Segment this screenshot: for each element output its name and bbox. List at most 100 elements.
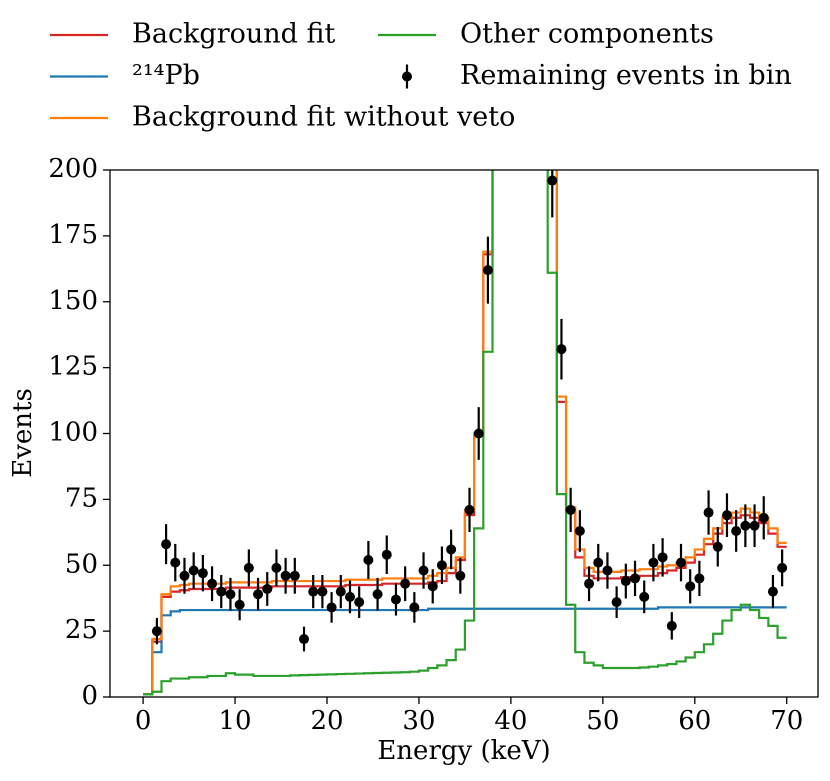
point-marker bbox=[436, 560, 447, 571]
point-marker bbox=[767, 586, 778, 597]
point-marker bbox=[372, 589, 383, 600]
point-marker bbox=[482, 265, 493, 276]
point-marker bbox=[344, 591, 355, 602]
data-point bbox=[749, 504, 760, 548]
point-marker bbox=[280, 570, 291, 581]
y-axis-label: Events bbox=[8, 388, 38, 478]
x-tick-label: 0 bbox=[135, 706, 152, 736]
data-point bbox=[685, 569, 696, 604]
point-marker bbox=[207, 578, 218, 589]
point-marker bbox=[308, 586, 319, 597]
point-marker bbox=[712, 541, 723, 552]
point-marker bbox=[675, 557, 686, 568]
y-tick-label: 200 bbox=[48, 154, 98, 184]
step-line bbox=[143, 606, 787, 696]
point-marker bbox=[703, 507, 714, 518]
data-point bbox=[473, 407, 484, 460]
data-point bbox=[253, 577, 264, 611]
point-marker bbox=[584, 578, 595, 589]
x-tick-label: 40 bbox=[494, 706, 527, 736]
x-tick-label: 50 bbox=[586, 706, 619, 736]
point-marker bbox=[777, 562, 788, 573]
point-marker bbox=[317, 586, 328, 597]
point-marker bbox=[418, 565, 429, 576]
point-marker bbox=[161, 539, 172, 550]
data-point bbox=[381, 535, 392, 574]
data-point bbox=[390, 583, 401, 616]
point-marker bbox=[639, 591, 650, 602]
legend-marker bbox=[402, 71, 412, 82]
data-point bbox=[409, 592, 420, 623]
point-marker bbox=[354, 597, 365, 608]
data-point bbox=[299, 626, 310, 652]
data-point bbox=[289, 557, 300, 594]
point-marker bbox=[630, 573, 641, 584]
point-marker bbox=[253, 589, 264, 600]
data-point bbox=[657, 538, 668, 577]
data-point bbox=[584, 566, 595, 602]
data-point bbox=[675, 543, 686, 582]
step-line bbox=[143, 170, 787, 696]
point-marker bbox=[188, 565, 199, 576]
point-marker bbox=[574, 525, 585, 536]
data-point bbox=[197, 554, 208, 592]
point-marker bbox=[731, 525, 742, 536]
point-marker bbox=[657, 552, 668, 563]
y-tick-label: 125 bbox=[48, 352, 98, 382]
data-point bbox=[556, 318, 567, 380]
point-marker bbox=[648, 557, 659, 568]
data-point bbox=[611, 586, 622, 618]
data-point bbox=[446, 529, 457, 570]
y-tick-label: 25 bbox=[65, 615, 98, 645]
point-marker bbox=[593, 557, 604, 568]
point-marker bbox=[611, 597, 622, 608]
point-marker bbox=[216, 586, 227, 597]
data-point bbox=[207, 566, 218, 602]
data-point bbox=[280, 557, 291, 594]
step-line bbox=[143, 170, 787, 696]
y-tick-label: 0 bbox=[81, 681, 98, 711]
point-marker bbox=[740, 520, 751, 531]
data-point bbox=[170, 543, 181, 582]
point-marker bbox=[694, 573, 705, 584]
point-marker bbox=[363, 554, 374, 565]
y-tick-label: 75 bbox=[65, 483, 98, 513]
data-point bbox=[179, 557, 190, 594]
data-point bbox=[630, 560, 641, 597]
data-point bbox=[271, 549, 282, 587]
data-point bbox=[151, 617, 162, 645]
legend-label: Background fit bbox=[132, 19, 336, 50]
data-point bbox=[262, 572, 273, 606]
data-point bbox=[372, 577, 383, 611]
data-point bbox=[344, 580, 355, 614]
data-point bbox=[721, 493, 732, 538]
point-marker bbox=[225, 589, 236, 600]
data-point bbox=[593, 543, 604, 582]
data-point bbox=[639, 580, 650, 614]
data-point bbox=[216, 574, 227, 609]
legend-label: Remaining events in bin bbox=[460, 60, 792, 91]
point-marker bbox=[335, 586, 346, 597]
data-point bbox=[418, 552, 429, 589]
x-tick-label: 70 bbox=[770, 706, 803, 736]
data-point bbox=[712, 527, 723, 567]
data-point bbox=[161, 524, 172, 565]
data-point bbox=[547, 170, 558, 218]
y-tick-label: 175 bbox=[48, 220, 98, 250]
data-point bbox=[455, 557, 466, 594]
point-marker bbox=[620, 576, 631, 587]
data-point bbox=[777, 549, 788, 587]
point-marker bbox=[409, 602, 420, 613]
data-point bbox=[188, 552, 199, 589]
point-marker bbox=[151, 626, 162, 637]
data-point bbox=[482, 236, 493, 304]
point-marker bbox=[400, 578, 411, 589]
data-point bbox=[326, 592, 337, 623]
point-marker bbox=[271, 562, 282, 573]
data-point bbox=[602, 552, 613, 589]
x-tick-label: 10 bbox=[219, 706, 252, 736]
point-marker bbox=[390, 594, 401, 605]
point-marker bbox=[602, 565, 613, 576]
point-marker bbox=[556, 344, 567, 355]
